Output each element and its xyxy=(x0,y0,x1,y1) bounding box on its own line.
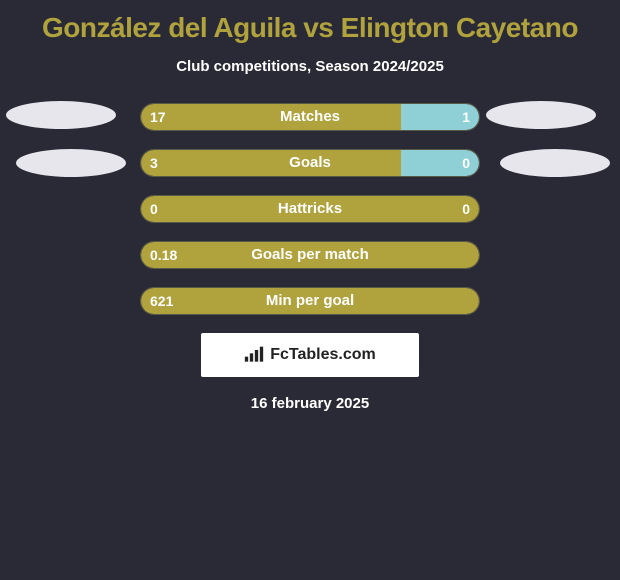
player-avatar-placeholder xyxy=(500,149,610,177)
player-avatar-placeholder xyxy=(16,149,126,177)
page-title: González del Aguila vs Elington Cayetano xyxy=(0,0,620,44)
stat-row: 00Hattricks xyxy=(0,195,620,223)
stats-area: 171Matches30Goals00Hattricks0.18Goals pe… xyxy=(0,103,620,315)
stat-row: 0.18Goals per match xyxy=(0,241,620,269)
date-line: 16 february 2025 xyxy=(0,395,620,412)
player-avatar-placeholder xyxy=(6,101,116,129)
subtitle: Club competitions, Season 2024/2025 xyxy=(0,58,620,75)
stat-row: 621Min per goal xyxy=(0,287,620,315)
stat-label: Matches xyxy=(140,103,480,131)
player-avatar-placeholder xyxy=(486,101,596,129)
stat-label: Goals per match xyxy=(140,241,480,269)
stat-label: Hattricks xyxy=(140,195,480,223)
stat-label: Goals xyxy=(140,149,480,177)
bar-chart-icon xyxy=(244,346,264,364)
stat-label: Min per goal xyxy=(140,287,480,315)
attribution-text: FcTables.com xyxy=(270,346,376,364)
attribution-badge: FcTables.com xyxy=(201,333,419,377)
